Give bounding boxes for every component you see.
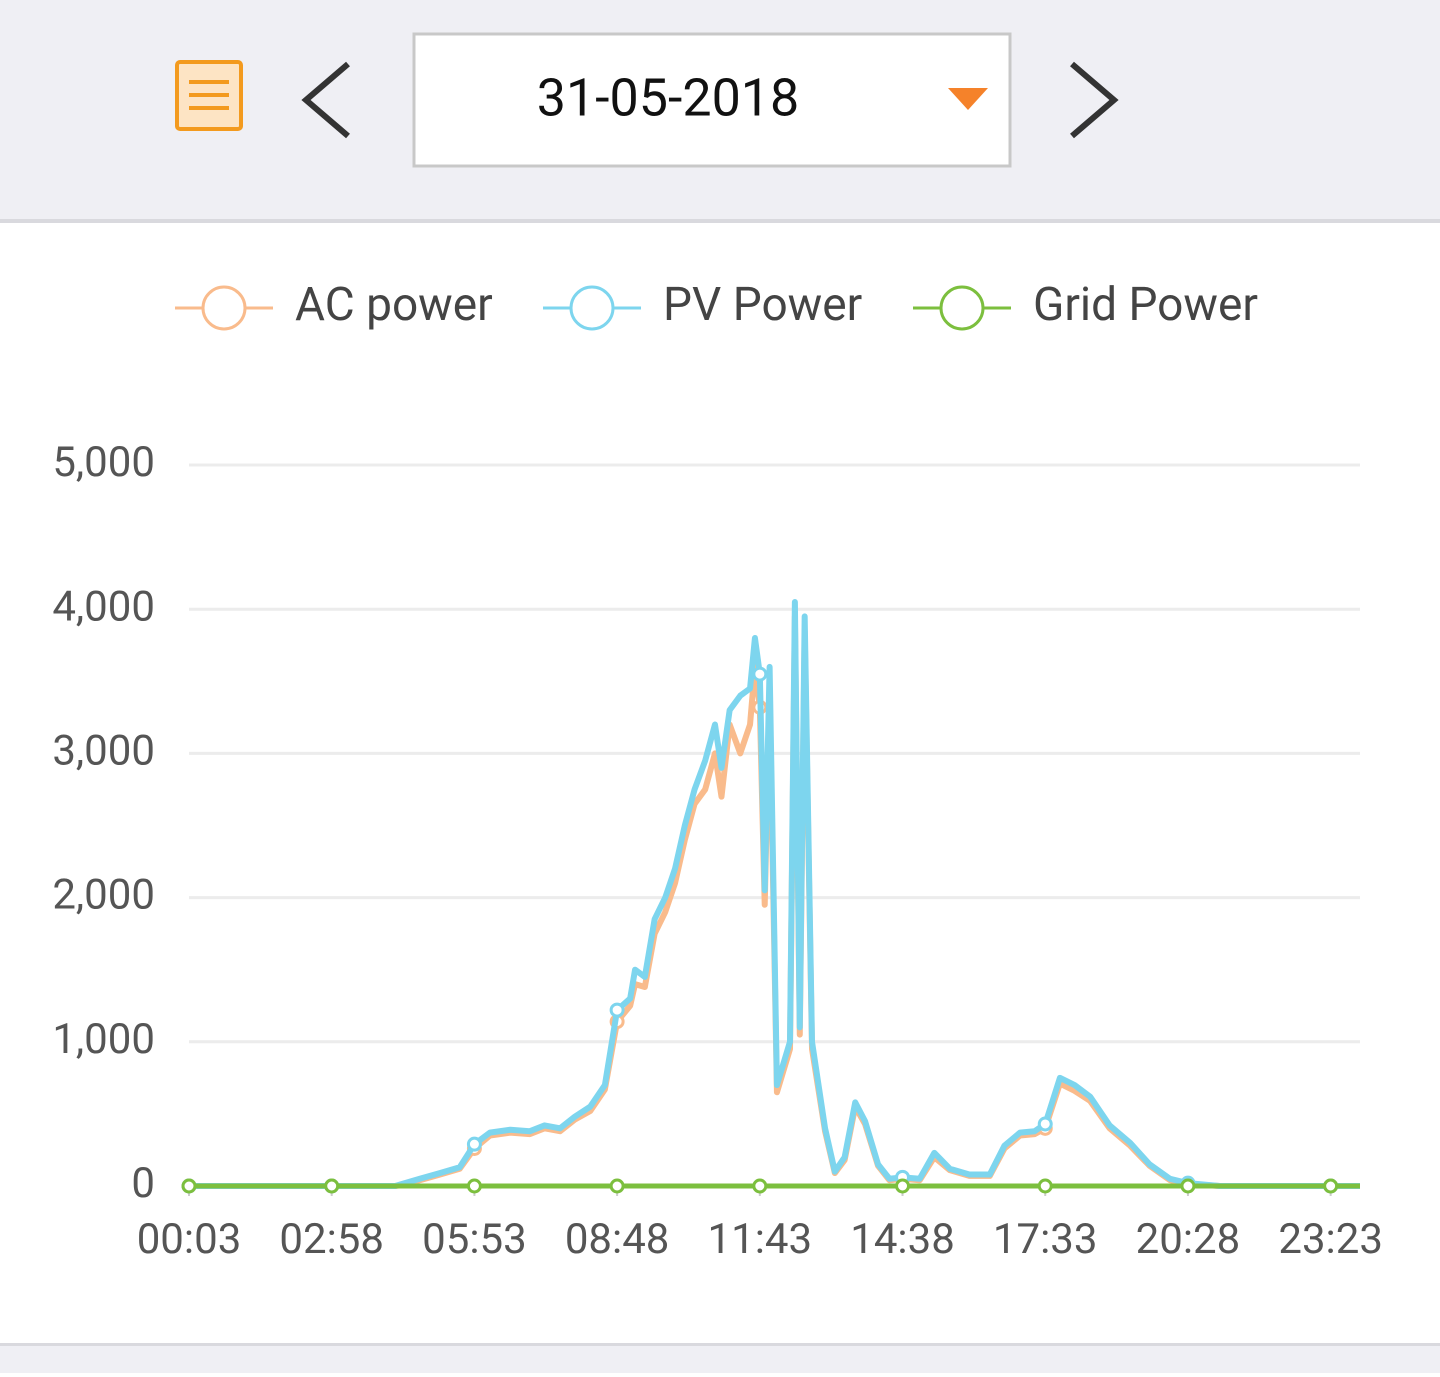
y-tick-label: 5,000 [52, 438, 155, 487]
x-tick-label: 02:58 [279, 1215, 384, 1264]
x-tick-label: 05:53 [422, 1215, 527, 1264]
footer-border [0, 1343, 1440, 1346]
x-tick-label: 08:48 [565, 1215, 670, 1264]
y-tick-label: 2,000 [52, 871, 155, 920]
next-button[interactable] [1070, 61, 1119, 139]
legend-label: AC power [295, 278, 493, 332]
y-tick-label: 4,000 [52, 582, 155, 631]
dropdown-arrow[interactable] [948, 88, 988, 110]
point-marker [466, 1178, 482, 1194]
x-tick-label: 00:03 [137, 1215, 242, 1264]
point-marker [895, 1178, 911, 1194]
y-tick-label: 0 [131, 1159, 155, 1208]
point-marker [752, 666, 768, 682]
point-marker [324, 1178, 340, 1194]
point-marker [752, 1178, 768, 1194]
point-marker [1037, 1116, 1053, 1132]
y-tick-label: 1,000 [52, 1015, 155, 1064]
x-tick-label: 17:33 [993, 1215, 1098, 1264]
prev-button[interactable] [301, 61, 350, 139]
point-marker [1180, 1178, 1196, 1194]
x-tick-label: 11:43 [708, 1215, 813, 1264]
date-picker[interactable]: 31-05-2018 [412, 32, 1012, 168]
header-border [0, 219, 1440, 223]
point-marker [1323, 1178, 1339, 1194]
x-tick-label: 14:38 [850, 1215, 955, 1264]
x-tick-label: 20:28 [1136, 1215, 1241, 1264]
y-tick-label: 3,000 [52, 726, 155, 775]
legend-marker [201, 285, 247, 331]
footer-bar [0, 1345, 1440, 1373]
date-text: 31-05-2018 [537, 68, 800, 129]
series-line [189, 598, 1360, 1189]
legend-marker [939, 285, 985, 331]
menu-button[interactable] [175, 60, 243, 131]
point-marker [1037, 1178, 1053, 1194]
legend-label: PV Power [663, 278, 862, 332]
point-marker [609, 1002, 625, 1018]
point-marker [609, 1178, 625, 1194]
x-tick-label: 23:23 [1278, 1215, 1383, 1264]
legend-marker [569, 285, 615, 331]
point-marker [466, 1136, 482, 1152]
point-marker [181, 1178, 197, 1194]
legend-label: Grid Power [1033, 278, 1258, 332]
date-box[interactable] [412, 32, 1012, 168]
